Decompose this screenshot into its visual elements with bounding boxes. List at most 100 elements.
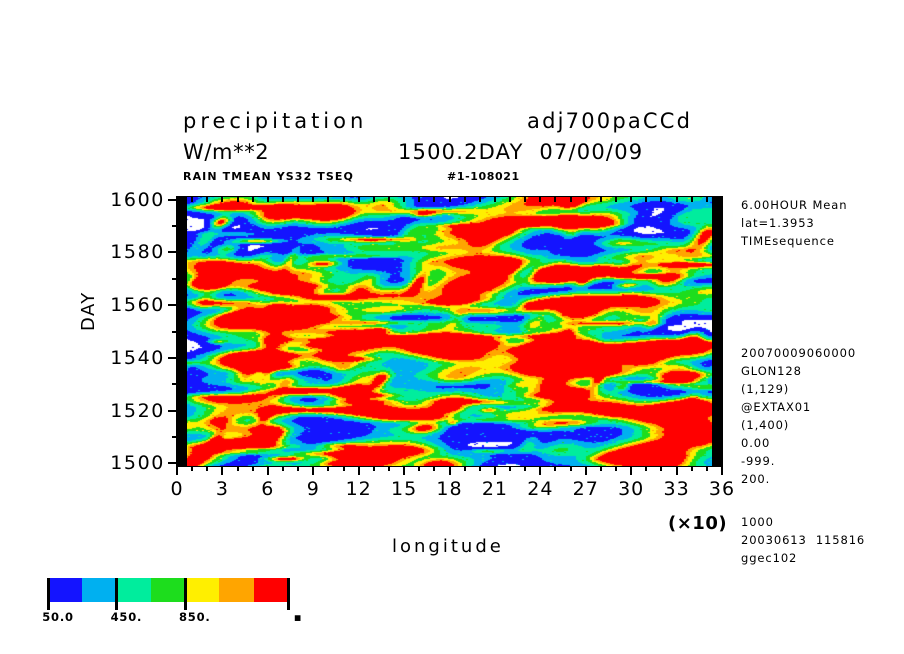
y-tick-1580: [168, 251, 177, 254]
x-tick-top-18: [448, 197, 451, 202]
y-tick-1510: [172, 435, 177, 438]
x-tick-top-31: [645, 197, 648, 202]
y-tick-inner-1520: [177, 409, 184, 412]
x-tick-top-21: [493, 197, 496, 202]
x-tick-top-2: [206, 197, 209, 202]
plot-right-edge-band: [712, 197, 722, 466]
x-tick-label-21: 21: [481, 478, 508, 500]
x-tick-top-17: [433, 197, 436, 202]
x-tick-top-13: [372, 197, 375, 202]
x-tick-label-36: 36: [708, 478, 736, 500]
x-tick-36: [721, 466, 723, 475]
chart-variable-title: precipitation: [183, 109, 368, 133]
side-meta-mid-line-0: 20070009060000: [741, 346, 857, 360]
side-meta-mid-line-2: (1,129): [741, 382, 790, 396]
x-tick-top-5: [251, 197, 254, 202]
x-tick-top-0: [176, 197, 178, 202]
colorbar-label-1: 450.: [110, 610, 143, 624]
y-tick-inner-1560: [177, 304, 184, 307]
side-meta-top-line-1: lat=1.3953: [741, 216, 815, 230]
side-meta-mid-line-3: @EXTAX01: [741, 400, 812, 414]
x-tick-top-12: [357, 197, 360, 202]
x-tick-17: [433, 466, 436, 471]
side-meta-top-line-2: TIMEsequence: [741, 234, 835, 248]
colorbar-band-4: [185, 578, 220, 602]
x-tick-top-29: [615, 197, 618, 202]
x-tick-20: [478, 466, 481, 471]
side-meta-mid-line-7: 200.: [741, 472, 771, 486]
x-tick-top-16: [418, 197, 421, 202]
x-tick-top-25: [554, 197, 557, 202]
x-tick-11: [342, 466, 345, 471]
colorbar-label-3: ▪: [293, 610, 303, 624]
x-axis-title: longitude: [392, 536, 504, 557]
chart-dataset-label: RAIN TMEAN YS32 TSEQ: [183, 170, 354, 183]
x-tick-label-3: 3: [215, 478, 229, 500]
x-tick-25: [554, 466, 557, 471]
chart-run-id-label: #1-108021: [447, 170, 520, 183]
x-tick-21: [493, 466, 496, 475]
x-tick-4: [236, 466, 239, 471]
y-axis-title: DAY: [78, 291, 99, 331]
colorbar[interactable]: [48, 578, 288, 602]
colorbar-tick-1: [115, 578, 119, 610]
y-tick-label-1520: 1520: [110, 399, 165, 422]
x-tick-top-24: [539, 197, 542, 202]
x-tick-top-30: [630, 197, 633, 202]
colorbar-tick-0: [47, 578, 50, 610]
x-tick-label-15: 15: [390, 478, 418, 500]
x-tick-top-36: [721, 197, 723, 202]
side-meta-top-line-0: 6.00HOUR Mean: [741, 198, 848, 212]
y-tick-1570: [172, 277, 177, 280]
hovmoller-plot-area[interactable]: 1500 1520 1540 1560 1580 1600 0 3 6 9 12 15 18 21 24 2…: [110, 189, 734, 500]
x-tick-30: [630, 466, 633, 475]
x-tick-18: [448, 466, 451, 475]
x-tick-top-6: [266, 197, 269, 202]
x-tick-24: [539, 466, 542, 475]
y-tick-label-1580: 1580: [110, 241, 165, 264]
colorbar-band-2: [116, 578, 151, 602]
x-tick-label-6: 6: [261, 478, 275, 500]
x-tick-13: [372, 466, 375, 471]
x-tick-12: [357, 466, 360, 475]
y-tick-label-1500: 1500: [110, 452, 165, 475]
y-tick-1600: [168, 198, 177, 201]
colorbar-band-6: [253, 578, 288, 602]
side-meta-mid-line-5: 0.00: [741, 436, 771, 450]
x-tick-10: [327, 466, 330, 471]
y-tick-1560: [168, 304, 177, 307]
x-tick-15: [403, 466, 406, 475]
y-tick-inner-1580: [177, 251, 184, 254]
x-tick-top-4: [236, 197, 239, 202]
x-tick-top-26: [569, 197, 572, 202]
x-tick-top-14: [387, 197, 390, 202]
x-tick-5: [251, 466, 254, 471]
x-tick-top-7: [281, 197, 284, 202]
x-tick-label-30: 30: [618, 478, 645, 500]
x-tick-31: [645, 466, 648, 471]
chart-model-title: adj700paCCd: [527, 109, 693, 133]
x-tick-label-24: 24: [527, 478, 554, 500]
side-meta-foot-line-1: 20030613 115816: [741, 533, 866, 547]
side-meta-mid-line-1: GLON128: [741, 364, 802, 378]
colorbar-band-3: [150, 578, 186, 602]
x-tick-26: [569, 466, 572, 471]
y-tick-label-1560: 1560: [110, 294, 165, 317]
x-tick-top-20: [478, 197, 481, 202]
x-tick-23: [524, 466, 527, 471]
y-tick-1590: [172, 225, 177, 227]
x-tick-22: [509, 466, 512, 471]
y-tick-1540: [168, 356, 177, 359]
x-tick-28: [599, 466, 602, 471]
colorbar-label-0: 50.0: [42, 610, 74, 624]
x-tick-top-22: [509, 197, 512, 202]
chart-time-label: 1500.2DAY 07/00/09: [398, 140, 644, 164]
x-tick-label-0: 0: [170, 478, 184, 500]
plot-left-edge-band: [177, 197, 187, 466]
x-tick-top-10: [327, 197, 330, 202]
x-axis-multiplier-label: (×10): [668, 513, 728, 534]
y-tick-label-1540: 1540: [110, 346, 165, 369]
y-tick-inner-1500: [177, 462, 184, 465]
x-tick-top-23: [524, 197, 527, 202]
colorbar-label-2: 850.: [179, 610, 211, 624]
